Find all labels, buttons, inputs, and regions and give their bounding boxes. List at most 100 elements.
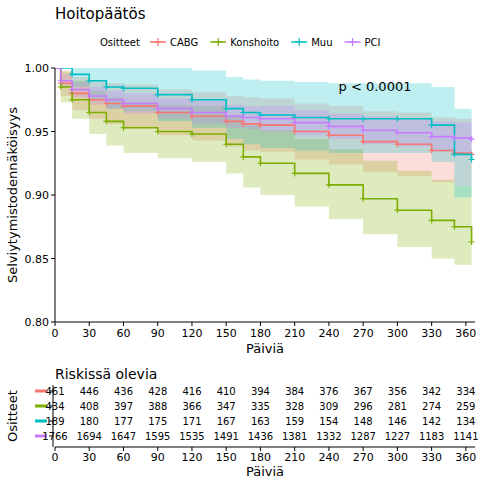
x-tick-label: 90 bbox=[151, 327, 165, 340]
risk-x-axis bbox=[55, 447, 475, 448]
censor-marker bbox=[451, 135, 457, 141]
y-tick-label: 0.95 bbox=[25, 126, 50, 139]
x-tick-label: 180 bbox=[250, 327, 271, 340]
risk-count: 180 bbox=[80, 416, 99, 427]
risk-count: 342 bbox=[422, 386, 441, 397]
survival-curve bbox=[55, 68, 472, 154]
risk-x-tick-label: 180 bbox=[250, 451, 271, 464]
x-tick-label: 0 bbox=[52, 327, 59, 340]
y-tick bbox=[51, 322, 55, 323]
risk-count: 148 bbox=[354, 416, 373, 427]
censor-marker bbox=[223, 113, 229, 119]
risk-count: 408 bbox=[80, 401, 99, 412]
censor-marker bbox=[326, 132, 332, 138]
risk-count: 175 bbox=[148, 416, 167, 427]
annotation: p < 0.0001 bbox=[339, 79, 412, 94]
y-tick bbox=[51, 195, 55, 196]
risk-count: 159 bbox=[285, 416, 304, 427]
risk-count: 366 bbox=[182, 401, 201, 412]
censor-marker bbox=[360, 196, 366, 202]
censor-marker bbox=[86, 78, 92, 84]
risk-count: 1647 bbox=[111, 431, 136, 442]
risk-count: 328 bbox=[285, 401, 304, 412]
risk-count: 1227 bbox=[385, 431, 410, 442]
survival-curve bbox=[55, 68, 472, 159]
risk-count: 1436 bbox=[248, 431, 273, 442]
censor-marker bbox=[257, 122, 263, 128]
risk-count: 134 bbox=[456, 416, 475, 427]
risk-count: 461 bbox=[45, 386, 64, 397]
censor-marker bbox=[360, 139, 366, 145]
risk-count: 446 bbox=[80, 386, 99, 397]
x-tick-label: 270 bbox=[353, 327, 374, 340]
censor-marker bbox=[86, 109, 92, 115]
confidence-band bbox=[55, 68, 472, 281]
risk-count: 163 bbox=[251, 416, 270, 427]
x-tick-label: 360 bbox=[455, 327, 476, 340]
censor-marker bbox=[223, 141, 229, 147]
censor-marker bbox=[69, 87, 75, 93]
risk-count: 309 bbox=[319, 401, 338, 412]
censor-marker bbox=[394, 116, 400, 122]
risk-count: 397 bbox=[114, 401, 133, 412]
x-tick-label: 150 bbox=[216, 327, 237, 340]
x-tick bbox=[191, 322, 192, 326]
censor-marker bbox=[429, 217, 435, 223]
censor-marker bbox=[240, 154, 246, 160]
censor-marker bbox=[189, 131, 195, 137]
censor-marker bbox=[120, 85, 126, 91]
legend-marker bbox=[295, 38, 303, 46]
x-axis-label: Päiviä bbox=[246, 341, 284, 356]
risk-x-axis-label: Päiviä bbox=[246, 464, 284, 479]
confidence-band bbox=[55, 68, 472, 154]
risk-count: 1694 bbox=[77, 431, 102, 442]
risk-x-tick-label: 60 bbox=[116, 451, 130, 464]
risk-x-tick-label: 330 bbox=[421, 451, 442, 464]
censor-marker bbox=[451, 151, 457, 157]
censor-marker bbox=[58, 84, 64, 90]
censor-marker bbox=[360, 127, 366, 133]
legend-marker bbox=[154, 38, 162, 46]
censor-marker bbox=[155, 92, 161, 98]
risk-count: 171 bbox=[182, 416, 201, 427]
censor-marker bbox=[58, 78, 64, 84]
risk-table: 4614464364284164103943843763673563423344… bbox=[5, 385, 479, 479]
x-tick-label: 330 bbox=[421, 327, 442, 340]
censor-marker bbox=[292, 170, 298, 176]
risk-x-tick-label: 240 bbox=[318, 451, 339, 464]
y-tick-label: 0.80 bbox=[25, 316, 50, 329]
censor-marker bbox=[69, 97, 75, 103]
risk-count: 1766 bbox=[42, 431, 67, 442]
x-tick-label: 30 bbox=[82, 327, 96, 340]
x-tick bbox=[431, 322, 432, 326]
survival-curve bbox=[55, 68, 472, 139]
risk-count: 189 bbox=[45, 416, 64, 427]
risk-count: 394 bbox=[251, 386, 270, 397]
risk-count: 274 bbox=[422, 401, 441, 412]
legend-label: Muu bbox=[311, 37, 332, 48]
risk-count: 1332 bbox=[316, 431, 341, 442]
risk-count: 281 bbox=[388, 401, 407, 412]
x-tick-label: 210 bbox=[284, 327, 305, 340]
x-tick bbox=[55, 322, 56, 326]
risk-count: 416 bbox=[182, 386, 201, 397]
x-tick bbox=[294, 322, 295, 326]
risk-count: 356 bbox=[388, 386, 407, 397]
censor-marker bbox=[292, 120, 298, 126]
risk-count: 1141 bbox=[453, 431, 478, 442]
y-tick bbox=[51, 131, 55, 132]
x-tick bbox=[328, 322, 329, 326]
censor-marker bbox=[360, 116, 366, 122]
censor-marker bbox=[326, 182, 332, 188]
survival-curve bbox=[55, 68, 472, 242]
censor-marker bbox=[394, 130, 400, 136]
censor-marker bbox=[155, 106, 161, 112]
legend-title: Ositteet bbox=[100, 37, 140, 48]
chart: HoitopäätösOsitteetCABGKonshoitoMuuPCI0.… bbox=[0, 0, 480, 480]
censor-marker bbox=[223, 106, 229, 112]
censor-marker bbox=[103, 84, 109, 90]
title: Hoitopäätös bbox=[55, 5, 146, 23]
risk-count: 296 bbox=[354, 401, 373, 412]
censor-marker bbox=[469, 136, 475, 142]
legend-label: PCI bbox=[365, 37, 381, 48]
